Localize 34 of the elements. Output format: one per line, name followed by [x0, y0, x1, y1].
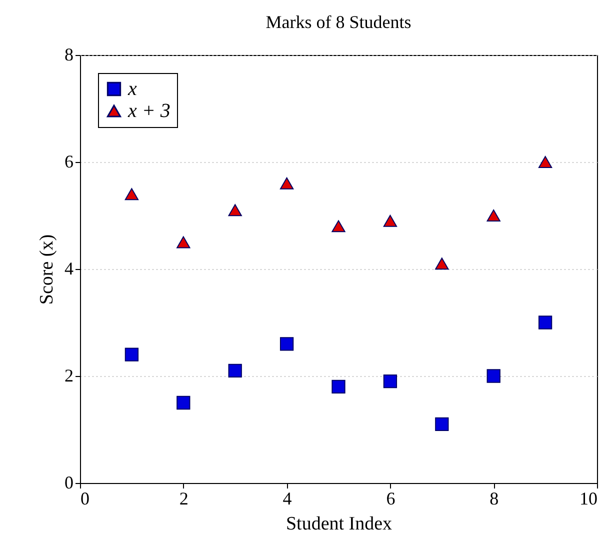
point [538, 316, 552, 330]
y-tick-label: 4 [64, 258, 74, 278]
y-tick-label: 8 [64, 44, 74, 64]
y-tick-label: 6 [64, 152, 74, 172]
point [486, 369, 500, 383]
point [176, 236, 190, 248]
x-tick-label: 2 [179, 488, 188, 508]
point [176, 396, 190, 410]
chart-title: Marks of 8 Students [266, 12, 412, 32]
x-tick-label: 10 [580, 488, 598, 508]
point [280, 337, 294, 351]
point [435, 258, 449, 270]
x-axis-title: Student Index [286, 514, 393, 534]
point [124, 348, 139, 362]
x-tick-label: 0 [80, 488, 90, 508]
point [538, 156, 552, 168]
x-tick-label: 8 [490, 488, 499, 508]
legend-label: x [127, 78, 137, 100]
x-tick-label: 4 [282, 488, 292, 508]
point [383, 214, 398, 227]
point [228, 364, 242, 378]
x-tick-label: 6 [386, 488, 396, 508]
point [228, 204, 242, 216]
y-tick-label: 2 [64, 366, 74, 386]
y-axis-title: Score (x) [36, 234, 58, 305]
point [383, 374, 398, 388]
point [280, 177, 294, 190]
legend-label: x + 3 [127, 100, 170, 122]
point [124, 188, 139, 200]
y-tick-label: 0 [64, 472, 74, 492]
point [332, 380, 346, 394]
point [486, 210, 500, 222]
point [435, 417, 449, 431]
point [332, 220, 346, 232]
